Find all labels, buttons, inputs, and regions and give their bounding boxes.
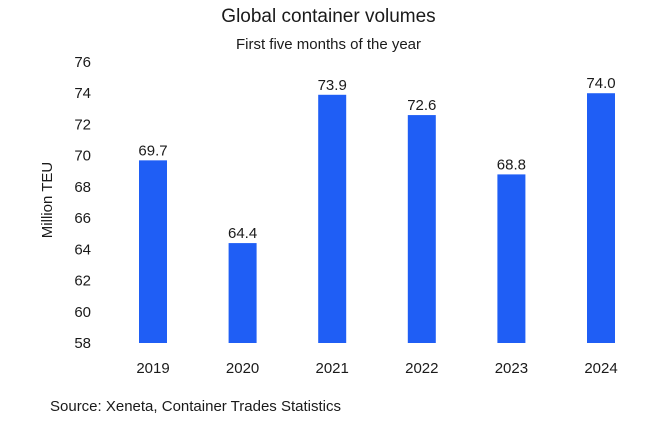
bar-2022	[407, 115, 436, 343]
y-tick-label: 60	[74, 304, 91, 321]
chart-title: Global container volumes	[221, 6, 436, 27]
x-tick-label: 2021	[316, 360, 349, 377]
data-label: 69.7	[138, 142, 167, 159]
y-tick-label: 68	[74, 179, 91, 196]
data-label: 72.6	[407, 97, 436, 114]
x-tick-label: 2023	[495, 360, 528, 377]
y-tick-label: 76	[74, 54, 91, 71]
bar-2023	[497, 174, 526, 343]
x-tick-label: 2019	[136, 360, 169, 377]
bar-2020	[228, 243, 257, 343]
source-note: Source: Xeneta, Container Trades Statist…	[50, 398, 341, 415]
chart-subtitle: First five months of the year	[235, 36, 422, 53]
y-axis-label: Million TEU	[39, 162, 56, 238]
x-tick-label: 2022	[405, 360, 438, 377]
y-tick-label: 64	[74, 241, 91, 258]
y-tick-label: 66	[74, 210, 91, 227]
data-label: 74.0	[586, 75, 615, 92]
y-tick-label: 72	[74, 116, 91, 133]
data-label: 73.9	[318, 77, 347, 94]
y-tick-label: 62	[74, 273, 91, 290]
bar-2024	[587, 93, 615, 343]
bar-2021	[318, 94, 347, 344]
data-label: 64.4	[228, 225, 257, 242]
x-tick-label: 2024	[584, 360, 617, 377]
y-tick-label: 58	[74, 335, 91, 352]
y-tick-label: 74	[74, 85, 91, 102]
data-label: 68.8	[497, 156, 526, 173]
y-tick-label: 70	[74, 148, 91, 165]
bar-2019	[139, 160, 167, 343]
x-tick-label: 2020	[226, 360, 259, 377]
